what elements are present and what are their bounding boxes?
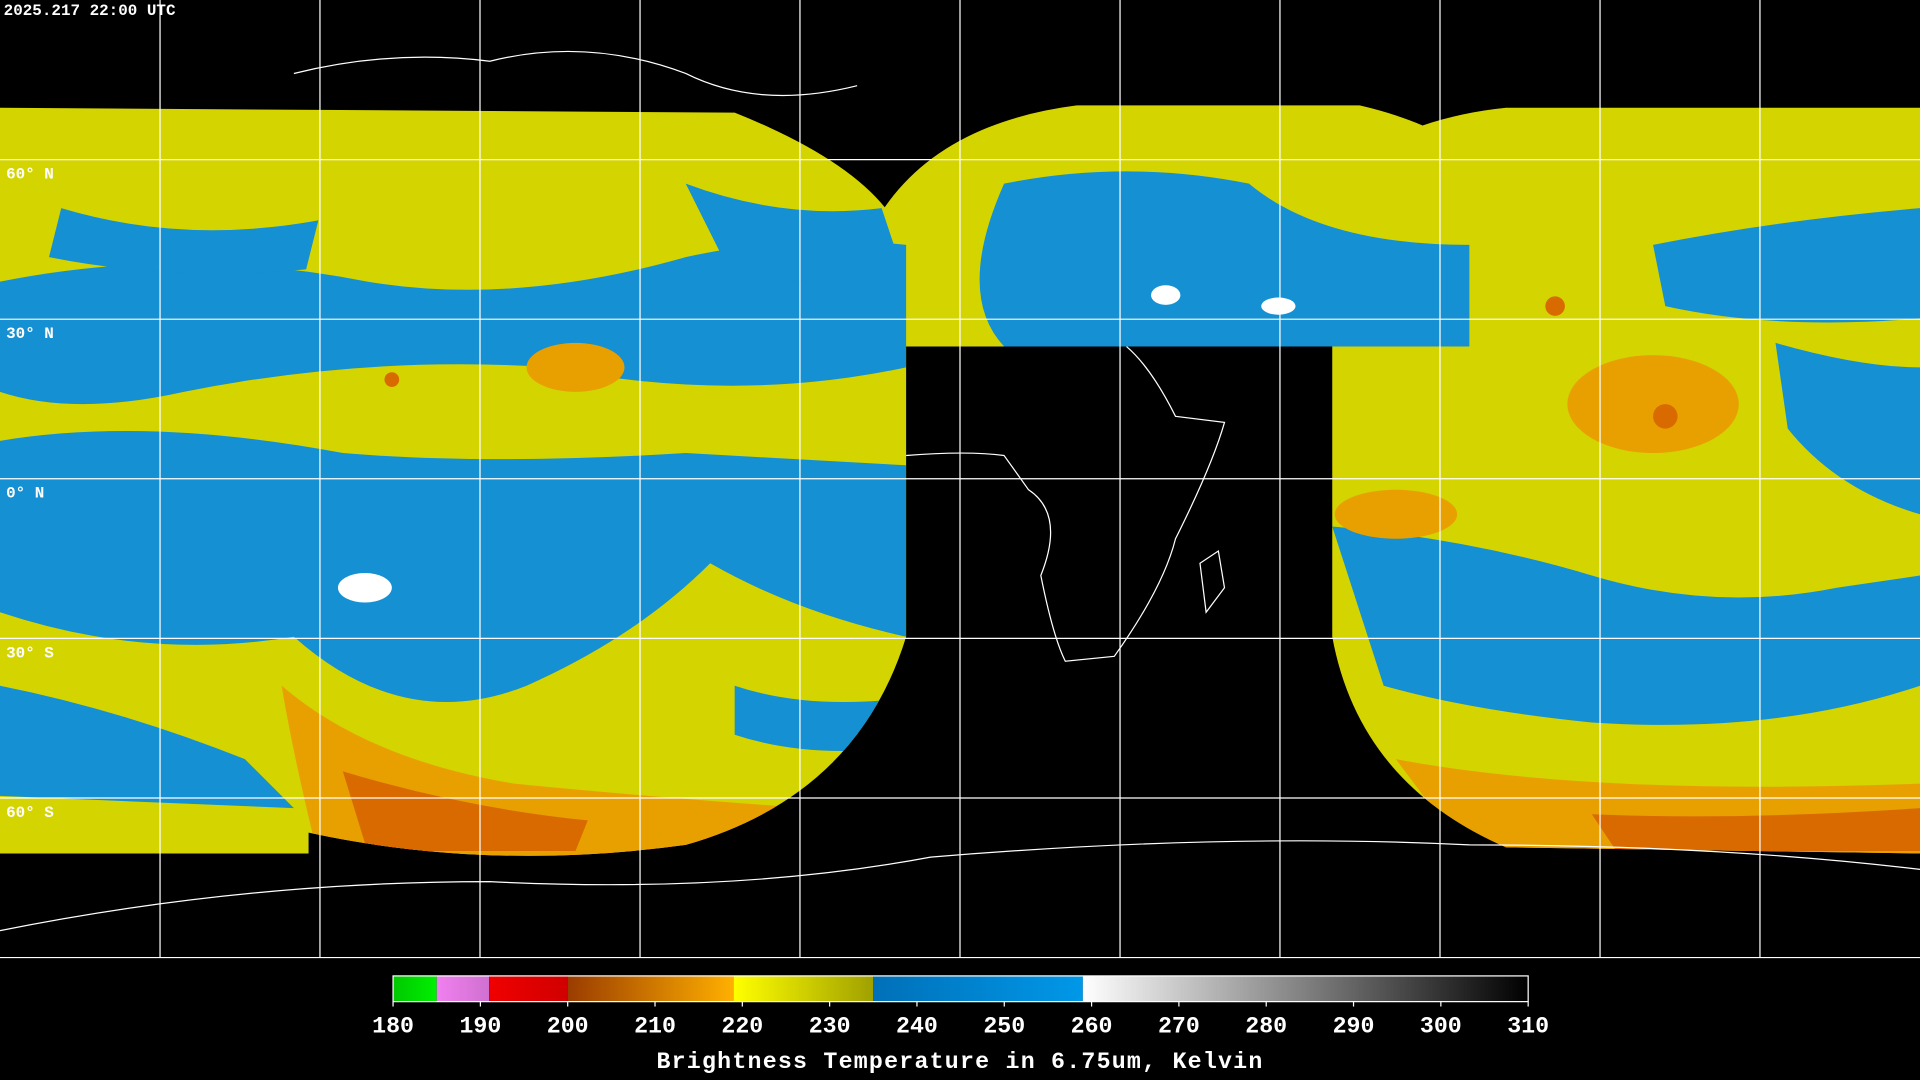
parallels: 60° N 30° N 0° N 30° S 60° S (0, 158, 1920, 822)
africa-coast (906, 346, 1226, 662)
colorbar: 180 190 200 210 220 230 240 250 260 270 280 290 300 3… (372, 975, 1549, 1039)
colorbar-tick-label: 180 (372, 1013, 414, 1039)
dry-regions (0, 171, 1920, 809)
colorbar-tick-label: 270 (1158, 1013, 1200, 1039)
colorbar-tick-label: 300 (1420, 1013, 1462, 1039)
latitude-label: 30° N (6, 325, 54, 343)
latitude-label: 60° S (6, 804, 54, 822)
colorbar-tick-label: 210 (634, 1013, 676, 1039)
latitude-label: 30° S (6, 644, 54, 662)
colorbar-tick-label: 310 (1507, 1013, 1549, 1039)
madagascar-coast (1199, 549, 1226, 614)
colorbar-segment (436, 975, 490, 1002)
colorbar-segment (1082, 975, 1529, 1002)
colorbar-tick-label: 230 (809, 1013, 851, 1039)
colorbar-tick-label: 280 (1245, 1013, 1287, 1039)
colorbar-tick-label: 240 (896, 1013, 938, 1039)
colorbar-segment (393, 975, 437, 1002)
colorbar-segment (489, 975, 568, 1002)
colorbar-tick-label: 190 (459, 1013, 501, 1039)
colorbar-tick-label: 290 (1333, 1013, 1375, 1039)
colorbar-segment (733, 975, 874, 1002)
colorbar-frame (392, 975, 1529, 1003)
colorbar-segment (567, 975, 734, 1002)
latitude-label: 60° N (6, 165, 54, 183)
colorbar-segment (873, 975, 1083, 1002)
colorbar-title: Brightness Temperature in 6.75um, Kelvin (656, 1049, 1263, 1075)
arctic-coast (293, 50, 858, 97)
antarctica-coast (0, 840, 1920, 932)
coastlines (0, 50, 1920, 932)
colorbar-tick-label: 260 (1071, 1013, 1113, 1039)
very-dry-spots (337, 285, 1296, 603)
latitude-label: 0° N (6, 485, 44, 503)
coldest-clouds (342, 296, 1920, 852)
colorbar-tick-label: 220 (721, 1013, 763, 1039)
timestamp: 2025.217 22:00 UTC (4, 2, 176, 20)
colorbar-tick-label: 250 (983, 1013, 1025, 1039)
colorbar-tick-label: 200 (547, 1013, 589, 1039)
